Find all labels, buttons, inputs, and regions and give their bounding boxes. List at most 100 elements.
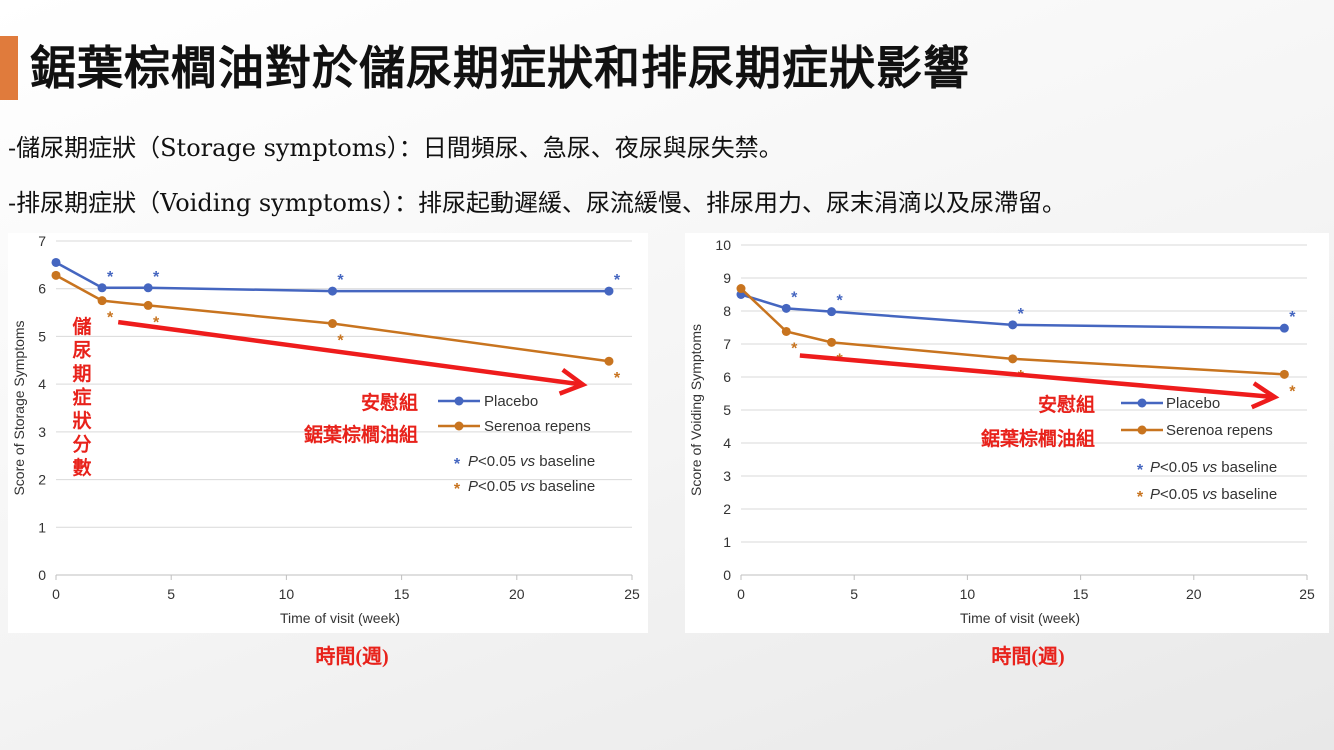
significance-asterisk: *	[153, 269, 160, 286]
legend-entry: Serenoa repens	[1166, 422, 1273, 439]
legend-asterisk: *	[454, 456, 461, 473]
y-tick-label: 2	[38, 472, 46, 488]
data-point	[327, 286, 337, 296]
significance-asterisk: *	[1289, 383, 1296, 400]
x-tick-label: 0	[52, 586, 60, 602]
legend-entry: Serenoa repens	[484, 418, 591, 435]
x-tick-label: 5	[167, 586, 175, 602]
y-tick-label: 4	[38, 376, 46, 392]
x-tick-label: 15	[1073, 586, 1089, 602]
significance-asterisk: *	[337, 272, 344, 289]
y-tick-label: 1	[38, 519, 46, 535]
y-tick-label: 6	[38, 281, 46, 297]
legend-entry: Placebo	[484, 393, 538, 410]
significance-asterisk: *	[1289, 309, 1296, 326]
legend-marker	[454, 396, 464, 406]
y-tick-label: 1	[723, 534, 731, 550]
data-point	[143, 300, 153, 310]
data-point	[781, 303, 791, 313]
data-point	[827, 337, 837, 347]
y-tick-label: 5	[723, 402, 731, 418]
trend-arrow-shaft	[117, 319, 580, 387]
significance-asterisk: *	[614, 272, 621, 289]
significance-asterisk: *	[614, 370, 621, 387]
placebo-cn-label: 安慰組	[361, 391, 418, 414]
x-tick-label: 5	[850, 586, 858, 602]
y-tick-label: 0	[38, 567, 46, 583]
x-tick-label: 25	[1299, 586, 1315, 602]
y-tick-label: 9	[723, 270, 731, 286]
y-tick-label: 8	[723, 303, 731, 319]
significance-asterisk: *	[791, 340, 798, 357]
storage-symptoms-chart: 0 1 2 3 4 5 6 7 0 5 10 15 20 25 Time of visit (week) Sc…	[11, 233, 640, 626]
legend-marker	[1137, 398, 1147, 408]
data-point	[97, 283, 107, 293]
y-tick-label: 6	[723, 369, 731, 385]
data-point	[1008, 354, 1018, 364]
data-point	[327, 319, 337, 329]
legend-asterisk: *	[1137, 462, 1144, 479]
y-tick-label: 2	[723, 501, 731, 517]
significance-legend-entry: P<0.05 vs baseline	[1150, 459, 1277, 476]
significance-asterisk: *	[791, 289, 798, 306]
significance-asterisk: *	[153, 314, 160, 331]
x-tick-label: 20	[1186, 586, 1202, 602]
slide-title: 鋸葉棕櫚油對於儲尿期症狀和排尿期症狀影響	[30, 41, 970, 95]
placebo-cn-label: 安慰組	[1038, 393, 1095, 416]
voiding-time-caption: 時間(週)	[991, 646, 1065, 668]
data-point	[97, 296, 107, 306]
y-tick-label: 0	[723, 567, 731, 583]
y-tick-label: 10	[715, 237, 731, 253]
data-point	[827, 307, 837, 317]
significance-asterisk: *	[1018, 306, 1025, 323]
ylabel-cn-vertical: 儲尿期症狀分數	[72, 315, 92, 479]
x-tick-label: 25	[624, 586, 640, 602]
y-tick-label: 3	[38, 424, 46, 440]
data-point	[781, 326, 791, 336]
x-tick-label: 15	[394, 586, 410, 602]
significance-asterisk: *	[337, 333, 344, 350]
voiding-chart-panel: 0 1 2 3 4 5 6 7 8 9 10 0 5 10 15 20 25 Time of visit (wee…	[661, 233, 1329, 633]
significance-asterisk: *	[107, 269, 114, 286]
legend-entry: Placebo	[1166, 395, 1220, 412]
x-tick-label: 0	[737, 586, 745, 602]
legend-marker	[454, 421, 464, 431]
trend-arrow-head	[558, 368, 588, 396]
storage-symptoms-bullet: -儲尿期症狀（Storage symptoms）：日間頻尿、急尿、夜尿與尿失禁。	[8, 134, 783, 162]
trend-arrow-head	[1250, 381, 1280, 410]
x-tick-label: 10	[960, 586, 976, 602]
significance-asterisk: *	[836, 293, 843, 310]
data-point	[51, 270, 61, 280]
data-point	[1008, 320, 1018, 330]
significance-asterisk: *	[107, 310, 114, 327]
x-axis-label: Time of visit (week)	[960, 610, 1080, 626]
y-axis-label: Score of Voiding Symptoms	[688, 324, 704, 496]
significance-legend-entry: P<0.05 vs baseline	[1150, 486, 1277, 503]
storage-time-caption: 時間(週)	[315, 646, 389, 668]
y-tick-label: 7	[38, 233, 46, 249]
data-point	[604, 356, 614, 366]
serenoa-cn-label: 鋸葉棕櫚油組	[981, 427, 1095, 450]
storage-chart-panel: 0 1 2 3 4 5 6 7 0 5 10 15 20 25 Time of visit (week) Sc…	[8, 233, 648, 633]
x-tick-label: 20	[509, 586, 525, 602]
y-tick-label: 7	[723, 336, 731, 352]
serenoa-cn-label: 鋸葉棕櫚油組	[304, 423, 418, 446]
data-point	[1279, 369, 1289, 379]
y-tick-label: 4	[723, 435, 731, 451]
legend-asterisk: *	[454, 481, 461, 498]
data-point	[604, 286, 614, 296]
data-point	[51, 257, 61, 267]
y-axis-label: Score of Storage Symptoms	[11, 320, 27, 495]
y-tick-label: 5	[38, 328, 46, 344]
y-tick-label: 3	[723, 468, 731, 484]
significance-legend-entry: P<0.05 vs baseline	[468, 453, 595, 470]
x-axis-label: Time of visit (week)	[280, 610, 400, 626]
data-point	[1279, 323, 1289, 333]
voiding-symptoms-chart: 0 1 2 3 4 5 6 7 8 9 10 0 5 10 15 20 25 Time of visit (wee…	[661, 237, 1315, 626]
title-accent-bar	[0, 36, 18, 100]
voiding-symptoms-bullet: -排尿期症狀（Voiding symptoms）：排尿起動遲緩、尿流緩慢、排尿用…	[8, 189, 1067, 217]
significance-legend-entry: P<0.05 vs baseline	[468, 478, 595, 495]
x-tick-label: 10	[279, 586, 295, 602]
data-point	[143, 283, 153, 293]
data-point	[736, 284, 746, 294]
